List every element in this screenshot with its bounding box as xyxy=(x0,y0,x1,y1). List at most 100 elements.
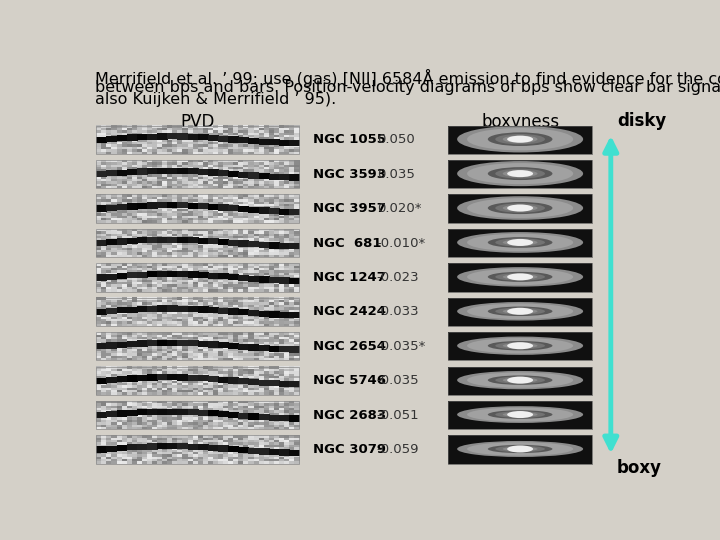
Bar xyxy=(248,174,254,177)
Bar xyxy=(122,357,127,360)
Bar xyxy=(188,392,193,395)
Bar xyxy=(218,392,223,395)
Bar xyxy=(122,204,127,206)
Bar xyxy=(188,321,193,323)
Bar xyxy=(117,254,122,257)
Bar xyxy=(96,440,102,442)
Bar xyxy=(264,348,269,351)
Bar xyxy=(182,151,188,154)
Bar xyxy=(162,265,168,268)
Bar xyxy=(147,275,153,278)
Bar xyxy=(258,194,264,197)
Bar xyxy=(157,134,163,137)
Bar xyxy=(228,323,234,326)
Bar xyxy=(117,401,122,403)
Bar xyxy=(182,231,188,234)
Bar xyxy=(253,194,259,197)
Bar xyxy=(258,321,264,323)
Bar xyxy=(228,417,234,420)
Bar xyxy=(228,149,234,152)
Bar xyxy=(167,168,178,174)
Bar xyxy=(279,447,284,449)
Bar xyxy=(188,373,193,376)
Bar xyxy=(248,240,254,243)
Bar xyxy=(228,286,234,289)
Bar xyxy=(172,348,178,351)
Bar xyxy=(147,309,153,312)
Bar xyxy=(228,179,234,181)
Bar xyxy=(269,174,274,177)
Bar xyxy=(203,454,208,457)
Bar xyxy=(248,218,254,220)
Bar xyxy=(127,314,132,316)
Bar xyxy=(167,348,173,351)
Bar xyxy=(264,336,269,339)
Bar xyxy=(279,240,284,243)
Bar xyxy=(107,411,117,417)
Bar xyxy=(157,204,163,206)
Bar xyxy=(193,403,198,406)
Bar xyxy=(223,383,228,386)
Bar xyxy=(177,366,183,369)
Bar xyxy=(223,461,228,464)
Bar xyxy=(177,206,183,208)
Bar xyxy=(233,449,239,452)
Bar xyxy=(117,442,122,445)
Bar xyxy=(142,383,148,386)
Bar xyxy=(193,422,198,424)
Bar xyxy=(218,141,223,145)
Bar xyxy=(198,437,203,440)
Bar xyxy=(112,194,117,197)
Bar xyxy=(269,162,274,165)
Bar xyxy=(193,242,198,245)
Bar xyxy=(248,401,254,403)
Bar xyxy=(147,174,153,177)
Bar xyxy=(132,270,138,273)
Bar xyxy=(198,339,203,342)
Bar xyxy=(152,307,158,309)
Bar xyxy=(162,186,168,188)
Bar xyxy=(198,245,203,248)
Bar xyxy=(253,211,259,213)
Bar xyxy=(203,444,208,447)
Bar xyxy=(127,305,132,307)
Bar xyxy=(112,134,117,137)
Bar xyxy=(152,268,158,271)
Bar xyxy=(147,417,153,420)
Bar xyxy=(233,312,239,314)
Bar xyxy=(203,353,208,356)
Bar xyxy=(107,314,112,316)
Bar xyxy=(203,270,208,273)
Bar xyxy=(253,186,259,188)
Bar xyxy=(294,218,300,220)
Bar xyxy=(127,309,132,312)
Bar xyxy=(193,277,198,280)
Bar xyxy=(279,302,284,305)
Bar xyxy=(182,355,188,358)
Bar xyxy=(289,268,294,271)
Bar xyxy=(142,451,148,454)
Bar xyxy=(264,390,269,393)
Bar xyxy=(198,240,203,243)
Bar xyxy=(177,454,183,457)
Bar xyxy=(127,139,132,142)
Bar xyxy=(127,211,132,213)
Bar xyxy=(264,164,269,167)
Bar xyxy=(137,132,143,135)
Ellipse shape xyxy=(507,308,533,315)
Bar xyxy=(203,235,208,238)
Bar xyxy=(248,282,254,285)
Bar xyxy=(122,417,127,420)
Bar xyxy=(218,346,223,349)
Bar xyxy=(107,127,112,130)
Bar xyxy=(182,410,188,413)
Bar xyxy=(132,298,138,300)
Bar xyxy=(162,149,168,152)
Bar xyxy=(294,245,300,248)
Bar xyxy=(122,380,127,383)
Bar xyxy=(248,323,254,326)
Bar xyxy=(198,199,203,201)
Bar xyxy=(193,201,198,204)
Bar xyxy=(147,277,153,280)
Bar xyxy=(152,139,158,142)
